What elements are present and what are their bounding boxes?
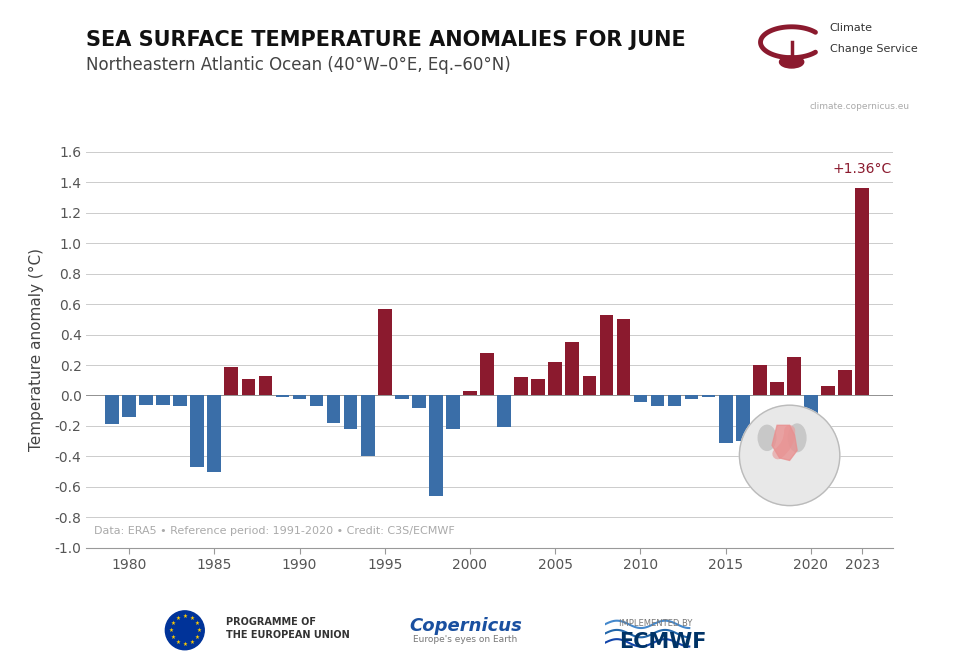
Bar	[258, 376, 273, 395]
Text: ★: ★	[189, 616, 194, 621]
Bar	[276, 395, 289, 397]
Bar	[412, 395, 425, 408]
Bar	[565, 342, 579, 395]
Text: IMPLEMENTED BY: IMPLEMENTED BY	[619, 619, 692, 628]
Bar	[174, 395, 187, 406]
Bar	[480, 353, 493, 395]
Bar	[668, 395, 682, 406]
Bar	[326, 395, 341, 423]
Bar	[122, 395, 136, 417]
Text: Data: ERA5 • Reference period: 1991-2020 • Credit: C3S/ECMWF: Data: ERA5 • Reference period: 1991-2020…	[94, 526, 455, 536]
Bar	[702, 395, 715, 397]
Text: Climate: Climate	[829, 23, 873, 34]
Bar	[395, 395, 409, 399]
Bar	[242, 379, 255, 395]
Bar	[684, 395, 699, 399]
Text: Europe's eyes on Earth: Europe's eyes on Earth	[414, 635, 517, 644]
Bar	[600, 315, 613, 395]
Bar	[583, 376, 596, 395]
Bar	[190, 395, 204, 467]
Y-axis label: Temperature anomaly (°C): Temperature anomaly (°C)	[29, 248, 43, 451]
Bar	[515, 378, 528, 395]
Ellipse shape	[758, 425, 776, 450]
Bar	[225, 366, 238, 395]
Text: ECMWF: ECMWF	[619, 632, 707, 652]
Bar	[651, 395, 664, 406]
Bar	[378, 309, 392, 395]
Text: +1.36°C: +1.36°C	[832, 162, 892, 176]
Ellipse shape	[788, 424, 805, 451]
Bar	[736, 395, 750, 441]
Text: ★: ★	[182, 614, 187, 619]
Bar	[446, 395, 460, 429]
Text: Northeastern Atlantic Ocean (40°W–0°E, Eq.–60°N): Northeastern Atlantic Ocean (40°W–0°E, E…	[86, 56, 511, 74]
Text: ★: ★	[196, 628, 201, 633]
Bar	[804, 395, 818, 457]
Text: ★: ★	[176, 616, 180, 621]
Text: ★: ★	[170, 635, 176, 640]
Circle shape	[165, 611, 204, 649]
Bar	[770, 381, 783, 395]
Bar	[310, 395, 324, 406]
Bar	[719, 395, 732, 443]
Bar	[344, 395, 357, 429]
Text: ★: ★	[170, 621, 176, 626]
Bar	[634, 395, 647, 401]
Bar	[855, 188, 869, 395]
FancyArrowPatch shape	[778, 430, 790, 454]
Circle shape	[780, 56, 804, 68]
Bar	[207, 395, 221, 472]
Bar	[293, 395, 306, 399]
Text: Copernicus: Copernicus	[409, 617, 522, 635]
Text: SEA SURFACE TEMPERATURE ANOMALIES FOR JUNE: SEA SURFACE TEMPERATURE ANOMALIES FOR JU…	[86, 30, 686, 50]
Bar	[821, 386, 835, 395]
Bar	[838, 370, 852, 395]
Text: ★: ★	[189, 640, 194, 645]
Bar	[787, 358, 801, 395]
Bar	[548, 362, 562, 395]
Bar	[429, 395, 443, 496]
Bar	[106, 395, 119, 424]
Bar	[361, 395, 374, 457]
Bar	[497, 395, 511, 428]
Bar	[139, 395, 153, 405]
Bar	[616, 319, 631, 395]
Text: THE EUROPEAN UNION: THE EUROPEAN UNION	[226, 630, 349, 640]
Text: Change Service: Change Service	[829, 44, 918, 54]
Bar	[532, 379, 545, 395]
Text: ★: ★	[182, 642, 187, 647]
Text: climate.copernicus.eu: climate.copernicus.eu	[809, 102, 909, 112]
Text: ★: ★	[194, 621, 200, 626]
Text: ★: ★	[176, 640, 180, 645]
Bar	[753, 365, 767, 395]
Text: ★: ★	[169, 628, 174, 633]
Bar	[156, 395, 170, 405]
Text: ★: ★	[194, 635, 200, 640]
Polygon shape	[772, 425, 797, 461]
Circle shape	[739, 405, 840, 506]
Text: PROGRAMME OF: PROGRAMME OF	[226, 617, 316, 627]
Bar	[463, 391, 477, 395]
